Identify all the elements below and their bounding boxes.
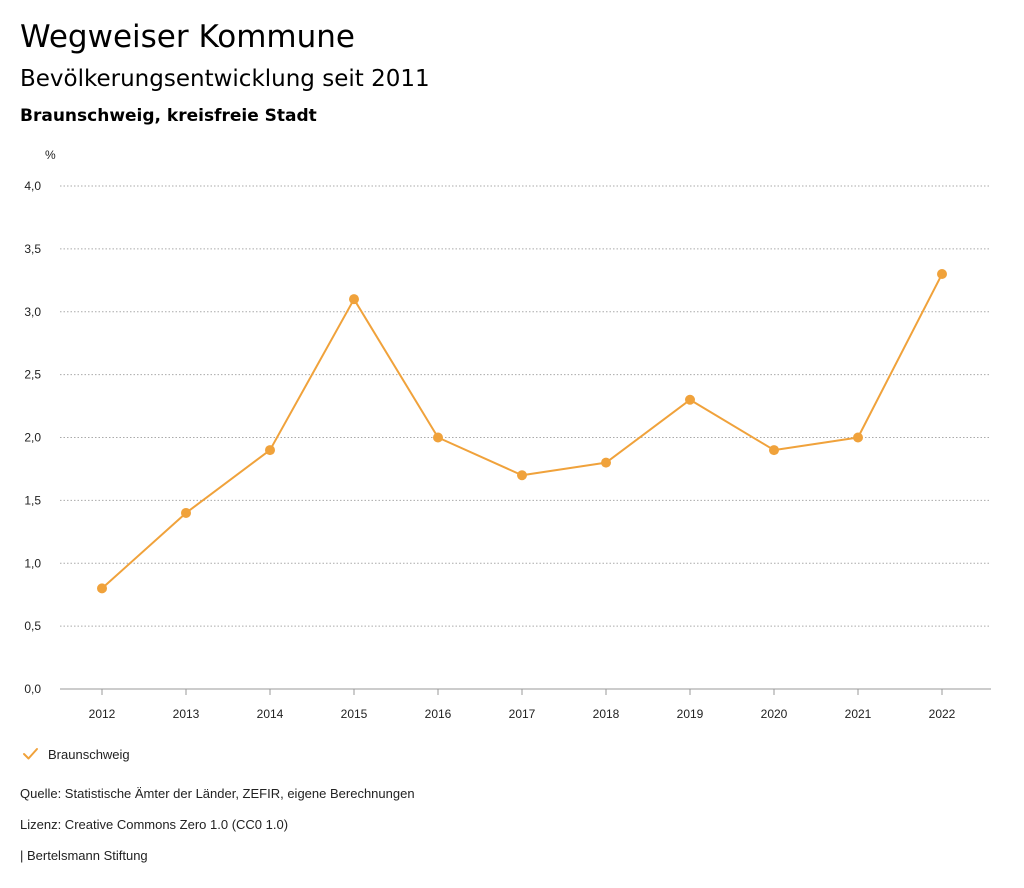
y-tick-label: 1,5 [24,493,41,507]
y-tick-label: 3,0 [24,305,41,319]
line-chart: 0,00,51,01,52,02,53,03,54,0 % 2012 2013 20… [24,148,991,721]
x-tick-label: 2019 [677,707,704,721]
chart-subtitle: Bevölkerungsentwicklung seit 2011 [20,66,430,92]
y-tick-label: 0,0 [24,682,41,696]
y-tick-label: 2,0 [24,431,41,445]
data-point[interactable] [685,394,695,405]
x-tick-label: 2020 [761,707,788,721]
x-tick-label: 2017 [509,707,536,721]
series-braunschweig[interactable] [97,269,947,594]
x-tick-label: 2013 [173,707,200,721]
data-point[interactable] [433,432,443,443]
y-tick-label: 0,5 [24,619,41,633]
source-note: Quelle: Statistische Ämter der Länder, Z… [20,786,415,801]
y-tick-label: 3,5 [24,242,41,256]
y-tick-label: 4,0 [24,179,41,193]
x-tick-label: 2022 [929,707,956,721]
y-tick-label: 1,0 [24,556,41,570]
y-tick-label: 2,5 [24,368,41,382]
publisher-note: | Bertelsmann Stiftung [20,848,148,863]
x-tick-label: 2021 [845,707,872,721]
legend-label: Braunschweig [48,746,130,762]
x-tick-label: 2012 [89,707,116,721]
checkmark-icon [23,748,38,760]
x-tick-label: 2016 [425,707,452,721]
data-point[interactable] [853,432,863,443]
data-point[interactable] [937,269,947,280]
x-axis: 2012 2013 2014 2015 2016 2017 2018 2019 2020 2021… [60,688,991,721]
x-tick-label: 2018 [593,707,620,721]
region-label: Braunschweig, kreisfreie Stadt [20,106,317,126]
license-note: Lizenz: Creative Commons Zero 1.0 (CC0 1… [20,817,289,832]
legend-item-braunschweig[interactable]: Braunschweig [20,744,130,764]
data-point[interactable] [181,507,191,518]
y-axis-unit-label: % [45,148,56,162]
data-point[interactable] [265,445,275,456]
data-point[interactable] [349,294,359,305]
x-tick-label: 2014 [257,707,284,721]
chart-title: Wegweiser Kommune [20,19,355,55]
data-point[interactable] [97,583,107,594]
y-axis-tick-labels: 0,0 0,5 1,0 1,5 2,0 2,5 3,0 3,5 4,0 [24,179,41,696]
data-point[interactable] [769,445,779,456]
data-point[interactable] [601,457,611,468]
series-line [101,273,943,590]
data-point[interactable] [517,470,527,481]
x-tick-label: 2015 [341,707,368,721]
grid-lines [60,185,991,690]
